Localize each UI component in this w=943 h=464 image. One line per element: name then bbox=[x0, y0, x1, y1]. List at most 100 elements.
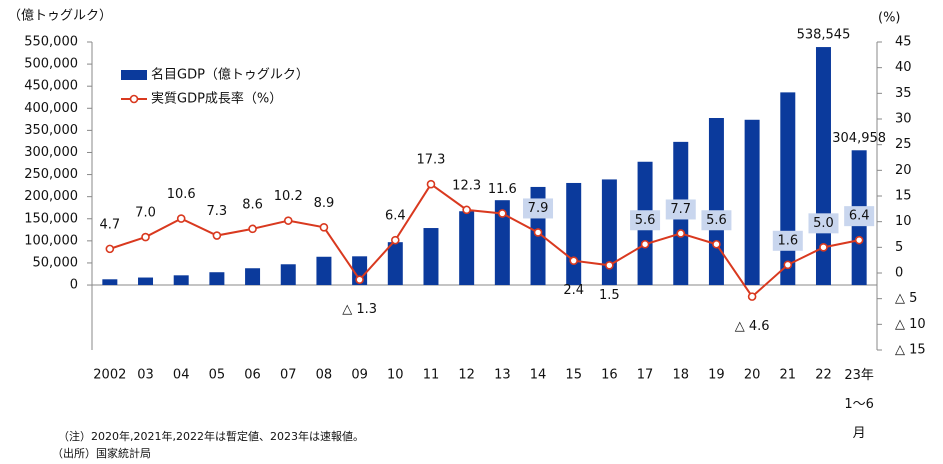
x-tick-label: 08 bbox=[316, 368, 333, 383]
y-tick-label: 250,000 bbox=[24, 167, 78, 182]
bar-label: 538,545 bbox=[797, 28, 851, 43]
line-label: 17.3 bbox=[417, 153, 446, 168]
line-marker bbox=[390, 235, 400, 245]
line-marker bbox=[676, 229, 686, 238]
line-label: 6.4 bbox=[849, 209, 870, 224]
x-tick-label: 20 bbox=[744, 368, 761, 383]
y2-tick-label: 5 bbox=[895, 240, 903, 255]
bar bbox=[423, 228, 439, 286]
legend-label: 実質GDP成長率（%） bbox=[151, 91, 282, 107]
x-tick-label: 22 bbox=[815, 368, 832, 383]
y-tick-label: 500,000 bbox=[24, 57, 78, 72]
line-marker bbox=[355, 275, 364, 284]
line-marker bbox=[462, 205, 471, 215]
y-tick-label: 450,000 bbox=[24, 79, 78, 94]
line-marker bbox=[248, 224, 257, 234]
y-tick-label: 0 bbox=[70, 278, 78, 293]
line-marker bbox=[176, 214, 186, 223]
y2-tick-label: 15 bbox=[895, 189, 912, 204]
line-marker bbox=[319, 223, 329, 232]
label-box bbox=[844, 206, 875, 227]
line bbox=[109, 182, 860, 299]
y2-tick-label: 40 bbox=[895, 60, 912, 75]
y2-tick-label: △ 5 bbox=[895, 291, 917, 306]
line-marker bbox=[426, 179, 436, 189]
x-tick-label: 06 bbox=[244, 368, 261, 383]
bar-label: 304,958 bbox=[832, 131, 886, 146]
note: （出所）国家統計局 bbox=[52, 446, 151, 460]
label-box bbox=[808, 213, 839, 234]
y2-tick-label: 45 bbox=[895, 35, 912, 50]
line-label: 5.6 bbox=[706, 213, 727, 228]
bar bbox=[780, 92, 796, 286]
line-marker bbox=[819, 243, 828, 252]
line-label: 7.3 bbox=[207, 204, 228, 219]
x-tick-label: 09 bbox=[351, 368, 368, 383]
y-tick-label: 50,000 bbox=[33, 255, 79, 270]
y-axis-label: （億トゥグルク） bbox=[8, 8, 112, 24]
y-tick-label: 400,000 bbox=[24, 101, 78, 116]
bar bbox=[316, 256, 332, 286]
x-tick-label: 19 bbox=[708, 368, 725, 383]
line-label: 7.9 bbox=[528, 201, 549, 216]
note: （注）2020年,2021年,2022年は暫定値、2023年は速報値。 bbox=[58, 429, 364, 443]
x-tick-label: 07 bbox=[280, 368, 297, 383]
bar bbox=[387, 242, 403, 286]
x-tick-label: 16 bbox=[601, 368, 618, 383]
bar bbox=[744, 119, 760, 286]
bar bbox=[566, 182, 582, 286]
y-tick-label: 100,000 bbox=[24, 233, 78, 248]
y2-tick-label: 10 bbox=[895, 214, 912, 229]
line-label: 10.6 bbox=[167, 187, 196, 202]
line-marker bbox=[498, 209, 507, 218]
legend-label: 名目GDP（億トゥグルク） bbox=[151, 67, 309, 83]
line-marker bbox=[605, 260, 614, 270]
bar bbox=[280, 264, 296, 286]
line-label: 7.7 bbox=[670, 202, 691, 217]
bar bbox=[245, 268, 261, 286]
line-marker bbox=[640, 239, 650, 249]
x-tick-label: 05 bbox=[209, 368, 226, 383]
line-label: △ 1.3 bbox=[342, 302, 377, 317]
bar bbox=[209, 272, 225, 286]
line-marker bbox=[533, 228, 543, 237]
y2-tick-label: 35 bbox=[895, 86, 912, 101]
bar bbox=[494, 200, 510, 286]
line-label: 8.6 bbox=[242, 197, 263, 212]
line-marker bbox=[212, 231, 222, 240]
x-tick-label: 03 bbox=[137, 368, 154, 383]
x-tick-label: 17 bbox=[637, 368, 654, 383]
label-box bbox=[701, 210, 732, 231]
line-marker bbox=[283, 216, 293, 225]
line-marker bbox=[105, 244, 115, 254]
line-label: 1.5 bbox=[599, 288, 620, 303]
line-label: 1.6 bbox=[777, 233, 798, 248]
line-label: 8.9 bbox=[314, 196, 335, 211]
y2-tick-label: △ 10 bbox=[895, 317, 926, 332]
bar bbox=[138, 277, 154, 286]
x-tick-label: 23年 1～6 月 bbox=[844, 368, 874, 441]
label-box bbox=[523, 198, 554, 219]
bar bbox=[708, 118, 724, 286]
y2-tick-label: 30 bbox=[895, 112, 912, 127]
bar bbox=[459, 211, 475, 286]
line-label: 4.7 bbox=[99, 217, 120, 232]
legend-swatch bbox=[121, 70, 147, 80]
y-tick-label: 550,000 bbox=[24, 35, 78, 50]
label-box bbox=[665, 199, 696, 220]
x-tick-label: 11 bbox=[423, 368, 440, 383]
y2-axis-label: (%) bbox=[878, 11, 901, 26]
y2-tick-label: △ 15 bbox=[895, 343, 926, 358]
line-marker bbox=[854, 235, 864, 245]
line-marker bbox=[747, 292, 757, 301]
bar bbox=[601, 179, 617, 286]
x-tick-label: 21 bbox=[780, 368, 797, 383]
label-box bbox=[630, 210, 661, 231]
line-marker bbox=[141, 232, 150, 242]
line-label: 2.4 bbox=[563, 283, 584, 298]
x-tick-label: 12 bbox=[458, 368, 475, 383]
legend-swatch bbox=[129, 94, 139, 104]
bar bbox=[102, 279, 118, 286]
line-label: 6.4 bbox=[385, 209, 406, 224]
